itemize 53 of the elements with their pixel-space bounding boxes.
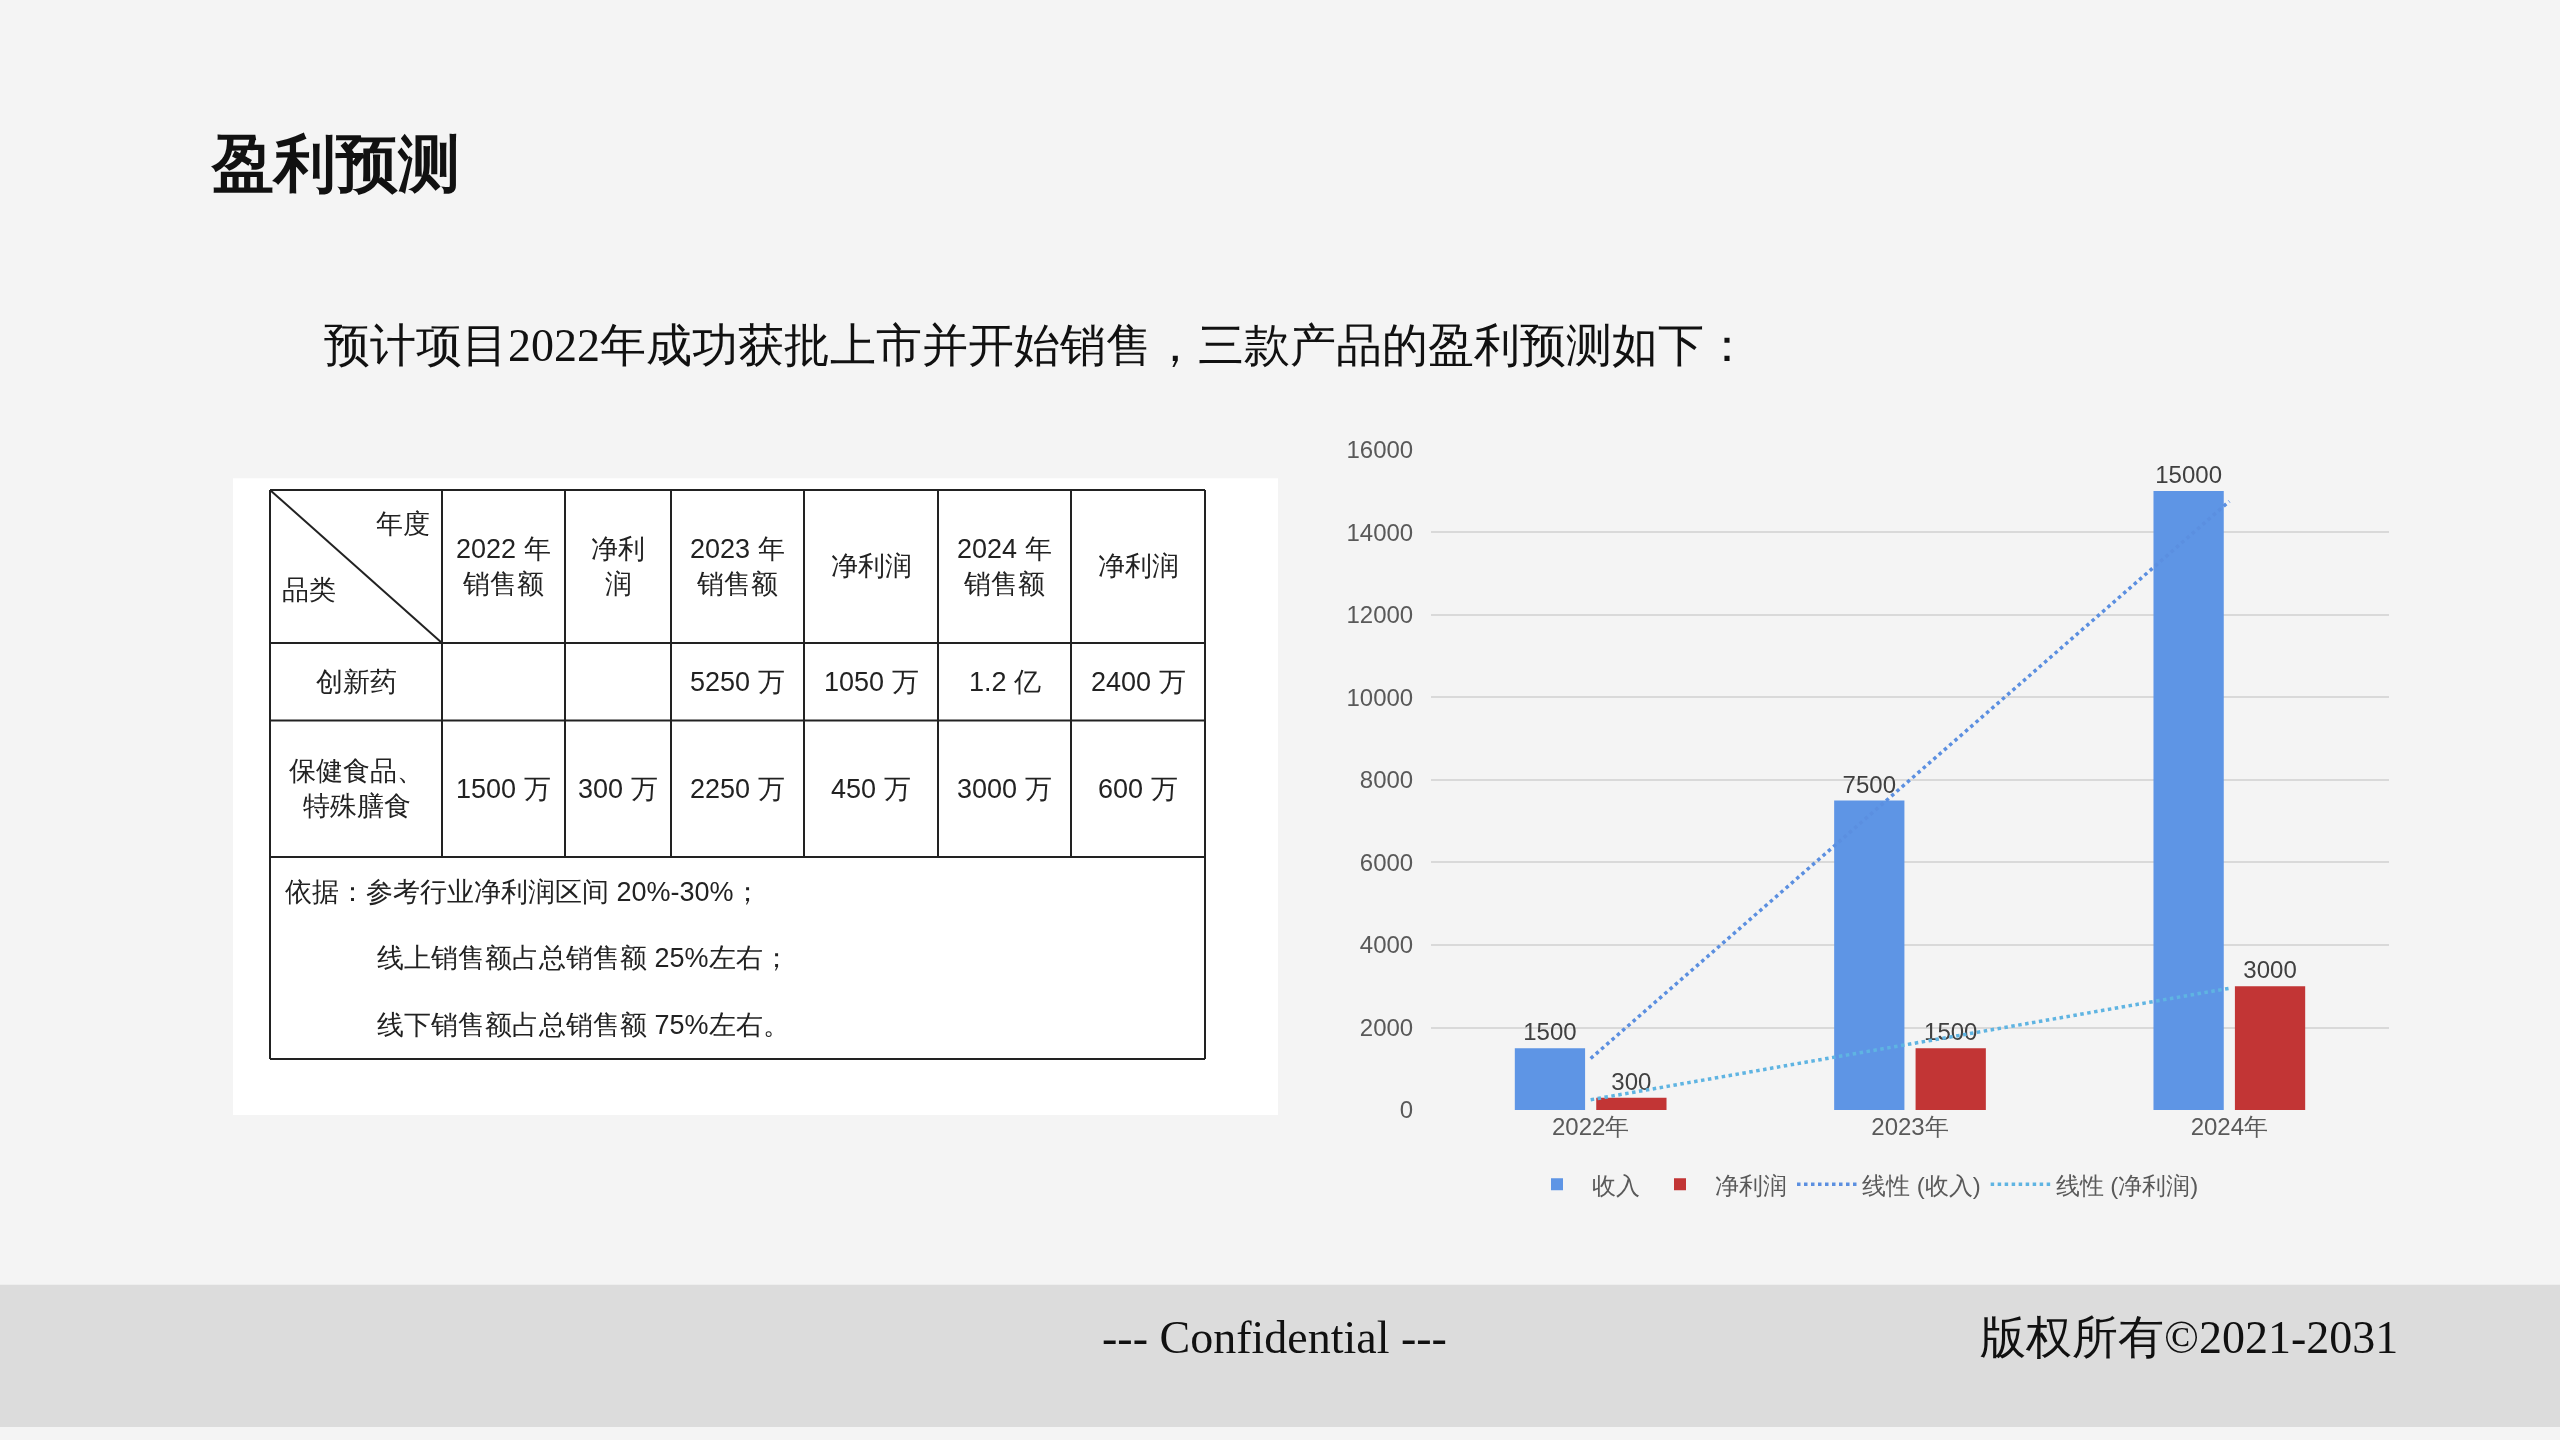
bar (1514, 1048, 1586, 1111)
x-tick-label: 2023年 (1871, 1113, 1949, 1141)
text: 年度 (376, 509, 430, 539)
y-tick-label: 12000 (1346, 601, 1414, 629)
data-label: 3000 (2243, 956, 2297, 984)
y-tick-label: 6000 (1359, 848, 1414, 876)
category-label: 创新药 (316, 667, 397, 697)
y-tick-label: 16000 (1346, 436, 1414, 464)
data-label: 15000 (2155, 460, 2222, 488)
text: 300 万 (578, 774, 658, 804)
data-label: 1500 (1523, 1018, 1577, 1046)
x-tick-label: 2024年 (2190, 1113, 2269, 1141)
bar (1596, 1097, 1667, 1111)
bar (2234, 986, 2306, 1111)
bar (1915, 1048, 1986, 1111)
category-label: 净利润 (831, 551, 912, 581)
legend-label: 线性 (收入) (1862, 1171, 1981, 1199)
text: 1050 万 (824, 667, 919, 697)
category-label: 2023 年销售额 (690, 534, 785, 600)
text: 1.2 亿 (969, 667, 1042, 697)
y-tick-label: 2000 (1359, 1013, 1414, 1041)
text: --- Confidential --- (1102, 1312, 1447, 1363)
data-label: 7500 (1842, 770, 1896, 798)
category-label: 2022 年销售额 (456, 534, 551, 600)
y-tick-label: 14000 (1346, 518, 1414, 546)
legend-label: 收入 (1592, 1171, 1640, 1199)
text: 线上销售额占总销售额 25%左右； (377, 943, 790, 973)
category-label: 保健食品、特殊膳食 (289, 756, 424, 822)
y-tick-label: 8000 (1359, 766, 1414, 794)
text: 2400 万 (1091, 667, 1186, 697)
text: 5250 万 (690, 667, 785, 697)
category-label: 净利润 (1098, 551, 1179, 581)
legend-label: 线性 (净利润) (2055, 1171, 2199, 1199)
y-tick-label: 10000 (1346, 683, 1414, 711)
category-label: 净利润 (591, 534, 645, 600)
text: 依据：参考行业净利润区间 20%-30%； (285, 877, 761, 907)
text: 品类 (282, 575, 336, 605)
text: 1500 万 (456, 774, 551, 804)
text: 线下销售额占总销售额 75%左右。 (377, 1010, 790, 1040)
text: 盈利预测 (210, 128, 460, 198)
data-label: 300 (1611, 1067, 1652, 1095)
text: 3000 万 (957, 774, 1052, 804)
x-tick-label: 2022年 (1551, 1113, 1630, 1141)
text: 2250 万 (690, 774, 785, 804)
text: 版权所有©2021-2031 (1980, 1312, 2399, 1363)
legend-label: 净利润 (1715, 1171, 1787, 1199)
category-label: 2024 年销售额 (957, 534, 1052, 600)
y-tick-label: 0 (1399, 1096, 1414, 1124)
y-tick-label: 4000 (1359, 931, 1414, 959)
text: 预计项目2022年成功获批上市并开始销售，三款产品的盈利预测如下： (324, 320, 1750, 371)
text: 450 万 (831, 774, 911, 804)
text: 600 万 (1098, 774, 1178, 804)
data-label: 1500 (1924, 1018, 1978, 1046)
